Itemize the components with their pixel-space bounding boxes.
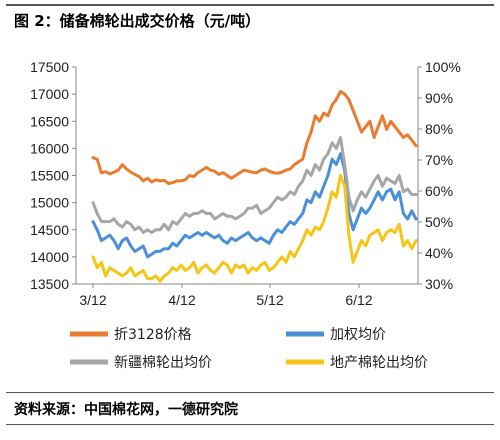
x-axis-ticks: 3/12 4/12 5/12 6/12 [79,284,373,308]
source-rule [6,392,494,393]
series-line-3 [91,174,418,283]
right-tick-label: 60% [425,183,453,199]
left-axis-ticks: 17500 17000 16500 16000 15500 15000 14500 14000… [30,59,76,292]
x-tick-label: 4/12 [168,292,195,308]
bottom-rule [6,424,494,425]
right-axis-ticks: 100% 90% 80% 70% 60% 50% 40% 30% [418,59,461,292]
top-rule [6,4,494,6]
legend-label: 新疆棉轮出均价 [114,354,212,371]
right-tick-label: 70% [425,152,453,168]
line-chart: 17500 17000 16500 16000 15500 15000 14500 14000… [30,59,461,371]
right-tick-label: 40% [425,245,453,261]
right-tick-label: 50% [425,214,453,230]
x-tick-label: 3/12 [79,292,106,308]
x-tick-label: 5/12 [256,292,283,308]
series-line-0 [91,89,418,186]
left-tick-label: 13500 [30,276,69,292]
right-tick-label: 80% [425,121,453,137]
left-tick-label: 16500 [30,113,69,129]
right-tick-label: 30% [425,276,453,292]
right-tick-label: 100% [425,59,461,75]
left-tick-label: 15500 [30,168,69,184]
left-tick-label: 16000 [30,140,69,156]
x-tick-label: 6/12 [345,292,372,308]
series-line-2 [91,136,418,234]
left-tick-label: 17500 [30,59,69,75]
series-lines [91,89,418,283]
left-tick-label: 17000 [30,86,69,102]
right-tick-label: 90% [425,90,453,106]
figure-title: 图 2：储备棉轮出成交价格（元/吨） [14,12,261,30]
legend-label: 地产棉轮出均价 [330,354,428,371]
series-line-1 [91,152,418,259]
left-tick-label: 15000 [30,195,69,211]
legend-label: 加权均价 [330,327,386,343]
legend-label: 折3128价格 [114,327,192,343]
left-tick-label: 14000 [30,249,69,265]
source-note: 资料来源：中国棉花网，一德研究院 [14,402,238,418]
left-tick-label: 14500 [30,222,69,238]
